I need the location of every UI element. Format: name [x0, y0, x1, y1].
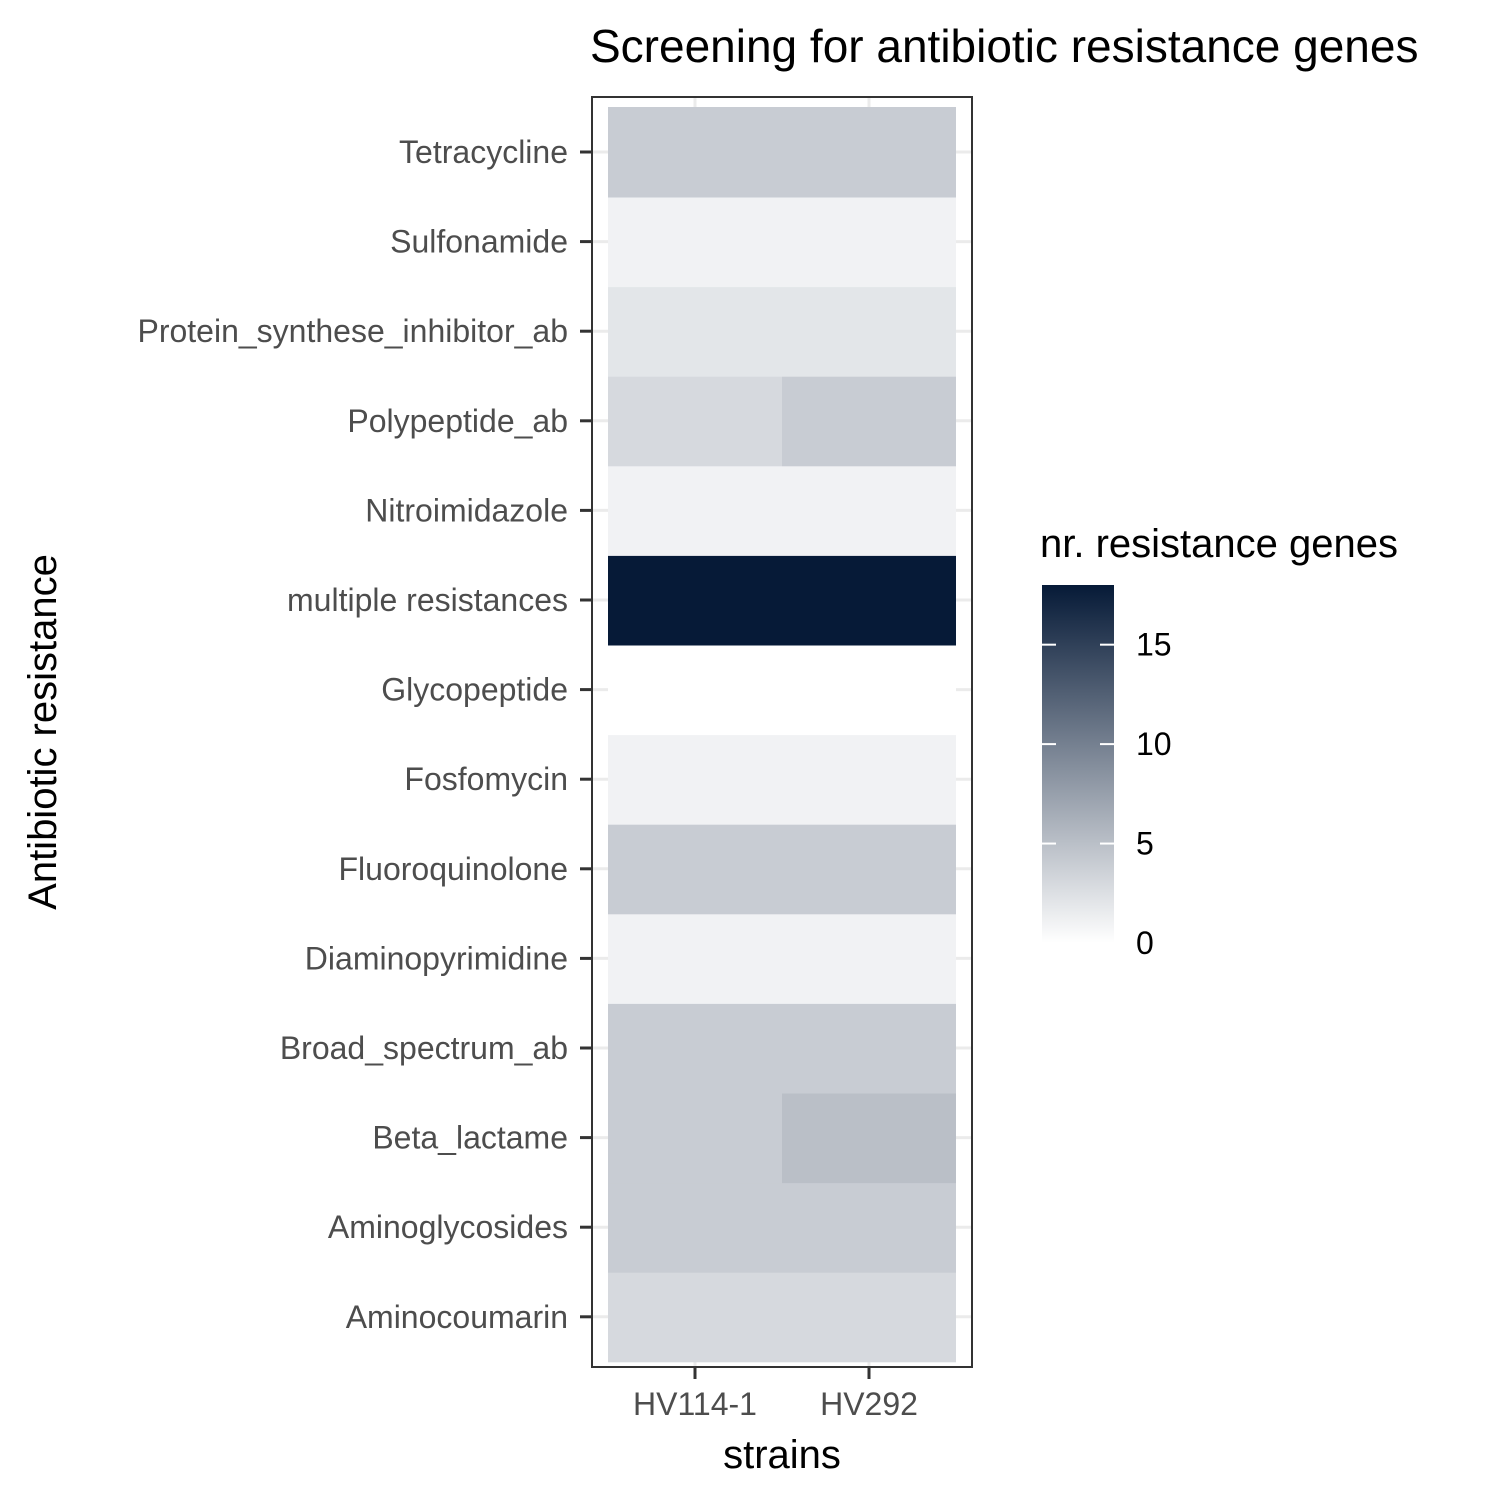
- heatmap-cell: [608, 375, 782, 467]
- heatmap-cell: [782, 465, 956, 556]
- heatmap-cell: [782, 375, 956, 467]
- y-tick-label: Sulfonamide: [390, 224, 568, 260]
- heatmap-cell: [608, 555, 782, 646]
- heatmap-cell: [608, 734, 782, 825]
- y-tick-label: Protein_synthese_inhibitor_ab: [137, 313, 568, 349]
- y-axis-title: Antibiotic resistance: [21, 554, 65, 910]
- heatmap-cell: [782, 1271, 956, 1363]
- y-tick-label: Aminoglycosides: [328, 1209, 568, 1245]
- heatmap-cell: [782, 644, 956, 736]
- heatmap-cell: [782, 107, 956, 198]
- legend-tick-label: 10: [1136, 726, 1172, 762]
- y-tick-label: Beta_lactame: [372, 1120, 568, 1156]
- heatmap-cell: [782, 286, 956, 377]
- panel-border: [591, 96, 973, 1368]
- legend-tick-label: 15: [1136, 627, 1172, 663]
- legend-tick-label: 0: [1136, 925, 1154, 961]
- heatmap-cell: [608, 644, 782, 736]
- y-tick-label: Nitroimidazole: [365, 492, 568, 528]
- heatmap-cell: [608, 913, 782, 1004]
- y-tick-label: Glycopeptide: [381, 672, 568, 708]
- heatmap-cell: [782, 1182, 956, 1273]
- chart-title: Screening for antibiotic resistance gene…: [590, 20, 1418, 72]
- heatmap-cell: [782, 1003, 956, 1094]
- y-tick-label: Tetracycline: [399, 134, 568, 170]
- y-tick-label: Diaminopyrimidine: [305, 940, 568, 976]
- x-axis-title: strains: [723, 1433, 841, 1477]
- x-axis: HV114-1 HV292: [633, 1367, 918, 1422]
- heatmap-cells: [608, 107, 956, 1363]
- heatmap-cell: [782, 1092, 956, 1184]
- y-tick-label: Broad_spectrum_ab: [280, 1030, 568, 1066]
- heatmap-cell: [782, 823, 956, 915]
- y-tick-label: Polypeptide_ab: [347, 403, 568, 439]
- legend-colorbar: [1042, 585, 1114, 943]
- legend-title: nr. resistance genes: [1040, 522, 1398, 566]
- legend-ticks: 0 5 10 15: [1042, 627, 1172, 961]
- x-tick-label: HV114-1: [633, 1386, 757, 1422]
- heatmap-cell: [608, 107, 782, 198]
- heatmap-cell: [608, 1003, 782, 1094]
- heatmap-cell: [608, 1271, 782, 1363]
- y-tick-label: Fluoroquinolone: [339, 851, 569, 887]
- heatmap-cell: [608, 1182, 782, 1273]
- x-tick-label: HV292: [820, 1386, 918, 1422]
- heatmap-cell: [782, 734, 956, 825]
- legend: nr. resistance genes 0 5 10 15: [1040, 522, 1398, 961]
- heatmap-cell: [782, 196, 956, 288]
- heatmap-cell: [782, 913, 956, 1004]
- heatmap-cell: [608, 465, 782, 556]
- heatmap-cell: [608, 286, 782, 377]
- heatmap-cell: [608, 823, 782, 915]
- y-tick-label: Aminocoumarin: [346, 1299, 568, 1335]
- heatmap-cell: [782, 555, 956, 646]
- heatmap-cell: [608, 196, 782, 288]
- heatmap-cell: [608, 1092, 782, 1184]
- y-axis: Aminocoumarin Aminoglycosides Beta_lactame…: [137, 134, 592, 1335]
- y-tick-label: Fosfomycin: [404, 761, 568, 797]
- y-tick-label: multiple resistances: [287, 582, 568, 618]
- legend-tick-label: 5: [1136, 826, 1154, 862]
